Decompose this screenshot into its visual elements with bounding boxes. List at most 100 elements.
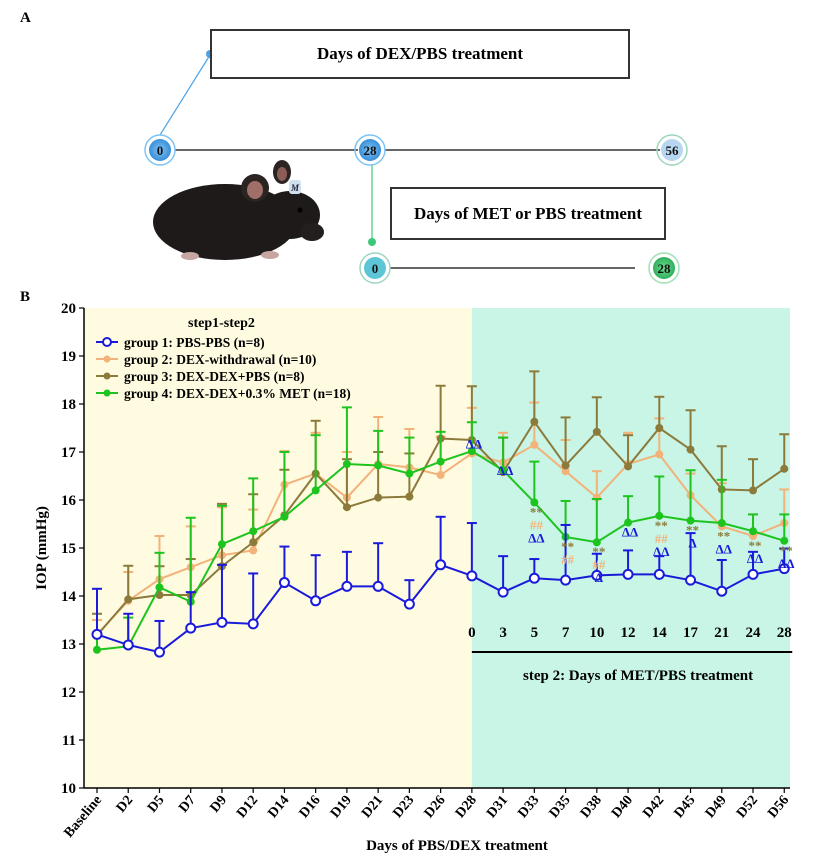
timeline2-node-0: 0 bbox=[359, 252, 391, 284]
step2-background bbox=[471, 308, 790, 788]
timeline2-node-28: 28 bbox=[648, 252, 680, 284]
data-point bbox=[747, 568, 759, 580]
data-point bbox=[466, 570, 478, 582]
legend-label: group 1: PBS-PBS (n=8) bbox=[124, 335, 265, 350]
data-point bbox=[653, 568, 665, 580]
data-point bbox=[405, 492, 414, 501]
data-point bbox=[624, 462, 633, 471]
significance-mark: Δ bbox=[688, 536, 696, 551]
data-point bbox=[622, 568, 634, 580]
significance-mark: ** bbox=[530, 504, 543, 519]
step2-day-label: 0 bbox=[468, 625, 476, 641]
step2-day-label: 14 bbox=[652, 625, 668, 641]
x-tick-label: D56 bbox=[765, 793, 792, 821]
significance-mark: ** bbox=[717, 528, 730, 543]
panel-a-letter: A bbox=[20, 10, 31, 26]
y-tick-label: 15 bbox=[61, 541, 76, 557]
x-tick-label: D31 bbox=[484, 793, 511, 821]
data-point bbox=[435, 559, 447, 571]
y-tick-label: 11 bbox=[62, 733, 76, 749]
svg-text:28: 28 bbox=[364, 143, 378, 158]
x-tick-label: D26 bbox=[422, 793, 449, 821]
data-point bbox=[560, 574, 572, 586]
step2-day-label: 28 bbox=[777, 625, 792, 641]
y-axis-label: IOP (mmHg) bbox=[34, 506, 50, 590]
data-point bbox=[686, 445, 695, 454]
y-tick-label: 13 bbox=[61, 637, 76, 653]
x-tick-label: D28 bbox=[453, 793, 480, 821]
dex-treatment-box: Days of DEX/PBS treatment bbox=[210, 29, 630, 79]
step2-day-label: 10 bbox=[589, 625, 604, 641]
significance-mark: ΔΔ bbox=[778, 556, 794, 571]
x-tick-label: D2 bbox=[114, 793, 136, 816]
significance-mark: ** bbox=[780, 543, 793, 558]
data-point bbox=[342, 503, 351, 512]
x-axis-label: Days of PBS/DEX treatment bbox=[366, 838, 548, 854]
legend-marker bbox=[103, 372, 111, 380]
data-point bbox=[249, 546, 258, 555]
legend-marker bbox=[103, 355, 111, 363]
step2-day-label: 5 bbox=[531, 625, 539, 641]
data-point bbox=[717, 519, 726, 528]
significance-mark: ΔΔ bbox=[622, 525, 638, 540]
data-point bbox=[530, 417, 539, 426]
x-tick-label: D14 bbox=[265, 793, 292, 821]
x-tick-label: D49 bbox=[703, 793, 730, 821]
step2-day-label: 7 bbox=[562, 625, 570, 641]
data-point bbox=[311, 486, 320, 495]
panel-a-timeline: 0 28 56 0 28 M bbox=[144, 50, 688, 284]
x-tick-label: D52 bbox=[734, 793, 761, 821]
data-point bbox=[405, 469, 414, 478]
data-point bbox=[624, 518, 633, 527]
significance-mark: ** bbox=[561, 539, 574, 554]
legend-title: step1-step2 bbox=[188, 316, 255, 331]
x-tick-label: D35 bbox=[547, 793, 574, 821]
y-tick-label: 14 bbox=[61, 589, 77, 605]
data-point bbox=[403, 598, 415, 610]
data-point bbox=[655, 450, 664, 459]
legend-marker bbox=[103, 389, 111, 397]
data-point bbox=[530, 440, 539, 449]
data-point bbox=[124, 595, 133, 604]
step2-day-label: 12 bbox=[621, 625, 636, 641]
data-point bbox=[749, 486, 758, 495]
data-point bbox=[153, 646, 165, 658]
significance-mark: ** bbox=[592, 544, 605, 559]
x-tick-label: D21 bbox=[359, 793, 386, 821]
data-point bbox=[341, 580, 353, 592]
x-tick-label: D5 bbox=[145, 793, 167, 816]
svg-text:28: 28 bbox=[658, 261, 672, 276]
data-point bbox=[530, 498, 539, 507]
data-point bbox=[497, 586, 509, 598]
data-point bbox=[310, 595, 322, 607]
significance-mark: ## bbox=[561, 552, 575, 567]
data-point bbox=[342, 460, 351, 468]
y-tick-label: 19 bbox=[61, 349, 76, 365]
y-tick-label: 10 bbox=[61, 781, 76, 797]
y-tick-label: 20 bbox=[61, 301, 76, 317]
data-point bbox=[655, 424, 664, 432]
data-point bbox=[249, 538, 258, 547]
step2-day-label: 3 bbox=[499, 625, 507, 641]
y-tick-label: 17 bbox=[61, 445, 77, 461]
timeline1-node-28: 28 bbox=[354, 134, 386, 166]
svg-text:56: 56 bbox=[666, 143, 680, 158]
data-point bbox=[216, 616, 228, 628]
legend-label: group 4: DEX-DEX+0.3% MET (n=18) bbox=[124, 386, 351, 401]
data-point bbox=[436, 471, 445, 480]
significance-mark: ΔΔ bbox=[497, 463, 513, 478]
panel-b-letter: B bbox=[20, 289, 31, 305]
data-point bbox=[247, 618, 259, 630]
step2-day-label: 17 bbox=[683, 625, 699, 641]
data-point bbox=[561, 467, 570, 476]
significance-mark: Δ bbox=[595, 570, 603, 585]
data-point bbox=[436, 457, 445, 466]
connector-line-dex bbox=[159, 54, 211, 136]
data-point bbox=[780, 536, 789, 545]
data-point bbox=[249, 527, 258, 536]
y-tick-label: 12 bbox=[61, 685, 76, 701]
x-tick-label: D7 bbox=[176, 793, 198, 816]
data-point bbox=[716, 585, 728, 597]
x-tick-label: D38 bbox=[578, 793, 605, 821]
